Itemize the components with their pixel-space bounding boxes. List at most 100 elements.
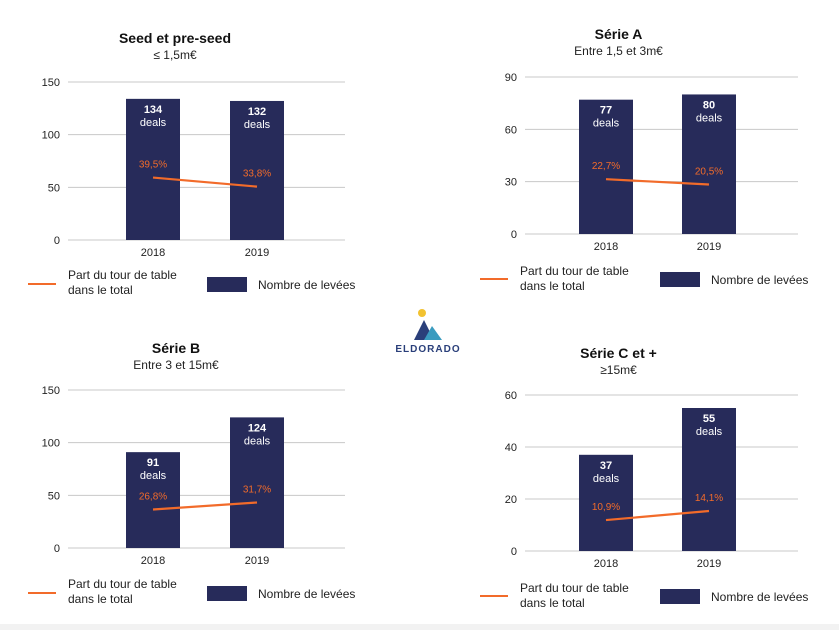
line-value-label: 31,7% xyxy=(243,484,271,495)
bar-sublabel: deals xyxy=(140,117,167,129)
chart-panel-serie-c: Série C et + ≥15m€ 0 20 40 60 37 deals 55 deals… xyxy=(420,315,839,630)
bar xyxy=(682,408,736,551)
line-series xyxy=(605,509,710,522)
chart-subtitle: Entre 1,5 et 3m€ xyxy=(574,44,663,58)
chart-title: Série A xyxy=(594,26,643,42)
bar-value-label: 80 xyxy=(703,99,715,111)
bar-sublabel: deals xyxy=(593,473,620,485)
mountain-sun-icon xyxy=(414,309,442,340)
bar xyxy=(579,99,633,234)
line-value-label: 33,8% xyxy=(243,169,271,180)
y-tick-label: 30 xyxy=(505,177,517,189)
legend-line-label: Part du tour de table dans le total xyxy=(68,577,177,607)
y-tick-label: 60 xyxy=(505,124,517,136)
x-tick-label: 2018 xyxy=(141,247,165,259)
chart-panel-serie-a: Série A Entre 1,5 et 3m€ 0 30 60 90 77 deals 8… xyxy=(420,0,839,315)
legend-line-label: Part du tour de table dans le total xyxy=(520,264,629,294)
bar-sublabel: deals xyxy=(140,470,167,482)
bar-sublabel: deals xyxy=(696,426,723,438)
chart-panel-serie-b: Série B Entre 3 et 15m€ 0 50 100 150 91 deals… xyxy=(0,315,400,630)
bar-sublabel: deals xyxy=(244,119,271,131)
line-value-label: 26,8% xyxy=(139,492,167,503)
bar-value-label: 77 xyxy=(600,105,612,117)
y-tick-label: 150 xyxy=(42,77,60,89)
bar xyxy=(126,452,180,548)
y-tick-label: 0 xyxy=(511,229,517,241)
legend-bar-label: Nombre de levées xyxy=(258,278,356,292)
line-value-label: 10,9% xyxy=(592,502,620,513)
line-series xyxy=(605,178,710,186)
chart-subtitle: ≤ 1,5m€ xyxy=(153,48,197,62)
y-tick-label: 60 xyxy=(505,390,517,402)
bottom-bar xyxy=(0,624,839,630)
legend-line-label: Part du tour de table dans le total xyxy=(68,268,177,298)
line-value-label: 20,5% xyxy=(695,166,723,177)
legend-line-label-2: dans le total xyxy=(520,279,585,293)
bar-value-label: 132 xyxy=(248,106,266,118)
x-tick-label: 2019 xyxy=(245,247,269,259)
y-tick-label: 50 xyxy=(48,490,60,502)
bar-value-label: 55 xyxy=(703,413,715,425)
y-tick-label: 100 xyxy=(42,130,60,142)
legend-line-swatch xyxy=(28,283,56,285)
legend-line-label-1: Part du tour de table xyxy=(68,268,177,282)
legend-line-label-1: Part du tour de table xyxy=(520,264,629,278)
legend-line-label-1: Part du tour de table xyxy=(520,581,629,595)
bar-value-label: 37 xyxy=(600,460,612,472)
legend-bar-label: Nombre de levées xyxy=(711,590,809,604)
legend-bar-label: Nombre de levées xyxy=(711,273,809,287)
line-value-label: 22,7% xyxy=(592,161,620,172)
x-tick-label: 2019 xyxy=(697,558,721,570)
chart-subtitle: Entre 3 et 15m€ xyxy=(133,358,219,372)
line-series xyxy=(152,176,258,188)
chart-panel-seed: Seed et pre-seed ≤ 1,5m€ 0 50 100 150 134 dea… xyxy=(0,0,400,315)
bar xyxy=(579,454,633,551)
y-tick-label: 20 xyxy=(505,494,517,506)
bar-value-label: 124 xyxy=(248,422,267,434)
legend-bar-swatch xyxy=(660,272,700,287)
bar xyxy=(230,417,284,548)
legend-line-label-2: dans le total xyxy=(68,592,133,606)
y-tick-label: 40 xyxy=(505,442,517,454)
legend-bar-label: Nombre de levées xyxy=(258,587,356,601)
line-value-label: 14,1% xyxy=(695,493,723,504)
y-tick-label: 0 xyxy=(54,543,60,555)
bar-sublabel: deals xyxy=(593,118,620,130)
legend-bar-swatch xyxy=(207,586,247,601)
bar xyxy=(126,98,180,240)
legend-line-swatch xyxy=(480,278,508,280)
chart-subtitle: ≥15m€ xyxy=(600,363,637,377)
x-tick-label: 2018 xyxy=(594,558,618,570)
chart-title: Série C et + xyxy=(580,345,657,361)
chart-title: Seed et pre-seed xyxy=(118,30,232,46)
legend-line-swatch xyxy=(28,592,56,594)
legend-line-label: Part du tour de table dans le total xyxy=(520,581,629,611)
x-tick-label: 2019 xyxy=(245,555,269,565)
legend-line-label-1: Part du tour de table xyxy=(68,577,177,591)
y-tick-label: 0 xyxy=(54,235,60,247)
bar xyxy=(230,100,284,241)
legend-line-label-2: dans le total xyxy=(68,283,133,297)
bar xyxy=(682,94,736,234)
bar-sublabel: deals xyxy=(244,435,271,447)
y-tick-label: 90 xyxy=(505,72,517,84)
bar-value-label: 134 xyxy=(144,104,163,116)
y-tick-label: 100 xyxy=(42,438,60,450)
legend-line-swatch xyxy=(480,595,508,597)
x-tick-label: 2018 xyxy=(141,555,165,565)
legend-line-label-2: dans le total xyxy=(520,596,585,610)
chart-title: Série B xyxy=(151,340,201,356)
bar-value-label: 91 xyxy=(147,457,159,469)
bar-sublabel: deals xyxy=(696,112,723,124)
legend-bar-swatch xyxy=(207,277,247,292)
line-value-label: 39,5% xyxy=(139,160,167,171)
logo-text: ELDORADO xyxy=(395,344,461,355)
eldorado-logo: ELDORADO xyxy=(392,308,464,358)
y-tick-label: 0 xyxy=(511,546,517,558)
legend-bar-swatch xyxy=(660,589,700,604)
y-tick-label: 150 xyxy=(42,385,60,397)
